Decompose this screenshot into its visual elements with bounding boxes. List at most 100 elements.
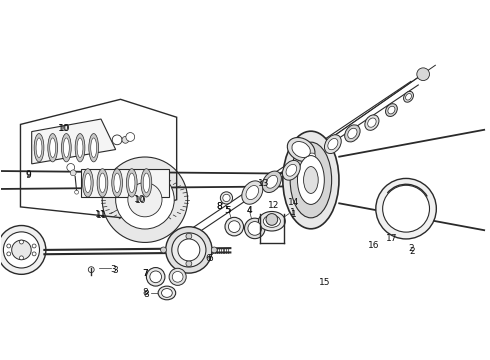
Ellipse shape: [297, 156, 324, 204]
Ellipse shape: [306, 153, 316, 164]
Ellipse shape: [324, 135, 341, 153]
Ellipse shape: [225, 217, 244, 236]
Ellipse shape: [368, 118, 376, 127]
Circle shape: [126, 132, 135, 141]
Text: 10: 10: [58, 123, 69, 132]
Text: 11: 11: [96, 211, 108, 220]
Circle shape: [70, 170, 76, 176]
Ellipse shape: [75, 134, 85, 162]
Circle shape: [3, 232, 40, 268]
Ellipse shape: [365, 115, 379, 130]
Ellipse shape: [178, 239, 200, 261]
Polygon shape: [32, 119, 116, 164]
Ellipse shape: [228, 221, 240, 233]
Ellipse shape: [287, 138, 315, 162]
Circle shape: [186, 233, 192, 239]
Text: 15: 15: [319, 278, 330, 287]
Ellipse shape: [128, 173, 135, 193]
Ellipse shape: [220, 192, 233, 204]
Polygon shape: [81, 168, 170, 197]
Ellipse shape: [36, 138, 42, 157]
Ellipse shape: [162, 289, 172, 297]
Circle shape: [0, 225, 46, 274]
Ellipse shape: [258, 211, 285, 231]
Circle shape: [376, 179, 436, 239]
Text: 8: 8: [143, 289, 149, 298]
Text: 16: 16: [368, 241, 379, 250]
Ellipse shape: [242, 181, 263, 204]
Text: 7: 7: [143, 269, 148, 278]
Ellipse shape: [283, 131, 339, 229]
Ellipse shape: [128, 183, 162, 217]
Ellipse shape: [292, 141, 310, 158]
Circle shape: [417, 68, 430, 81]
Circle shape: [112, 135, 122, 145]
Circle shape: [122, 136, 129, 143]
Ellipse shape: [63, 138, 69, 157]
Circle shape: [88, 267, 94, 273]
Text: 1: 1: [291, 210, 296, 219]
Text: 4: 4: [246, 206, 252, 215]
Text: 5: 5: [224, 206, 230, 215]
Circle shape: [32, 252, 36, 256]
Circle shape: [74, 190, 78, 194]
Ellipse shape: [102, 157, 188, 242]
Text: 3: 3: [112, 266, 118, 275]
Ellipse shape: [266, 175, 277, 188]
Text: 5: 5: [225, 206, 231, 215]
Ellipse shape: [404, 91, 414, 102]
Text: 2: 2: [409, 247, 415, 256]
Circle shape: [186, 261, 192, 266]
Circle shape: [32, 244, 36, 248]
Circle shape: [12, 240, 31, 260]
Ellipse shape: [99, 173, 106, 193]
Text: 7: 7: [142, 269, 148, 278]
Ellipse shape: [166, 227, 212, 273]
Ellipse shape: [283, 161, 300, 180]
Ellipse shape: [304, 167, 318, 193]
Ellipse shape: [248, 221, 262, 235]
Ellipse shape: [263, 215, 280, 228]
Ellipse shape: [141, 169, 152, 197]
Circle shape: [211, 247, 217, 253]
Ellipse shape: [48, 134, 57, 162]
Ellipse shape: [172, 233, 206, 267]
Ellipse shape: [116, 170, 174, 229]
Ellipse shape: [112, 169, 122, 197]
Ellipse shape: [246, 185, 259, 199]
Ellipse shape: [158, 286, 176, 300]
Ellipse shape: [406, 94, 412, 100]
Ellipse shape: [50, 138, 55, 157]
Text: 11: 11: [95, 210, 107, 219]
Ellipse shape: [386, 104, 397, 117]
Text: 12: 12: [268, 201, 279, 210]
Ellipse shape: [328, 139, 338, 150]
Ellipse shape: [34, 134, 44, 162]
Circle shape: [20, 256, 24, 260]
Ellipse shape: [348, 128, 357, 139]
Ellipse shape: [303, 149, 319, 167]
Text: 2: 2: [408, 244, 414, 253]
Ellipse shape: [97, 169, 108, 197]
Ellipse shape: [77, 138, 83, 157]
Ellipse shape: [143, 173, 149, 193]
Text: 8: 8: [143, 288, 148, 297]
Circle shape: [161, 247, 167, 253]
Ellipse shape: [82, 169, 93, 197]
Ellipse shape: [388, 106, 395, 114]
Text: 8: 8: [216, 202, 222, 211]
Text: 10: 10: [134, 195, 146, 204]
Ellipse shape: [61, 134, 71, 162]
Circle shape: [266, 213, 278, 225]
Ellipse shape: [85, 173, 91, 193]
Text: 3: 3: [110, 265, 116, 274]
Ellipse shape: [290, 142, 332, 218]
Ellipse shape: [286, 165, 296, 176]
Ellipse shape: [91, 138, 97, 157]
Text: 10: 10: [135, 196, 147, 205]
Ellipse shape: [114, 173, 120, 193]
Circle shape: [67, 163, 74, 171]
Ellipse shape: [344, 125, 360, 142]
Ellipse shape: [150, 271, 162, 283]
Text: 14: 14: [288, 198, 299, 207]
